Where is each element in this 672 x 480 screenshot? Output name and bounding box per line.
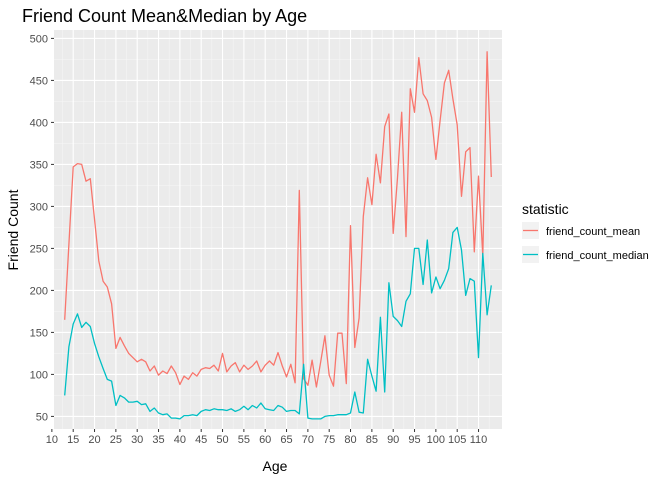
x-tick-label: 50: [216, 434, 228, 446]
x-tick-label: 20: [88, 434, 100, 446]
x-tick-label: 75: [323, 434, 335, 446]
x-tick-label: 25: [110, 434, 122, 446]
x-tick-label: 100: [427, 434, 445, 446]
chart-title: Friend Count Mean&Median by Age: [22, 6, 307, 26]
legend-label-mean: friend_count_mean: [546, 226, 640, 238]
x-tick-label: 55: [238, 434, 250, 446]
series-line-median: [64, 226, 492, 420]
x-axis: 10 15 20 25 30 35 40 45 50 55 60 65 70 75 80 85 90 95 100 1…: [46, 429, 488, 446]
x-tick-label: 65: [280, 434, 292, 446]
y-tick-label: 50: [36, 411, 48, 423]
legend: statistic friend_count_mean friend_count…: [522, 201, 649, 263]
y-tick-label: 300: [30, 201, 48, 213]
y-axis-title: Friend Count: [5, 189, 21, 270]
y-axis: 50 100 150 200 250 300 350 400 450 500: [30, 33, 54, 423]
x-tick-label: 15: [67, 434, 79, 446]
legend-label-median: friend_count_median: [546, 250, 649, 262]
x-tick-label: 70: [302, 434, 314, 446]
y-tick-label: 150: [30, 327, 48, 339]
x-tick-label: 40: [174, 434, 186, 446]
series-lines: [64, 51, 492, 420]
x-tick-label: 30: [131, 434, 143, 446]
x-tick-label: 60: [259, 434, 271, 446]
y-tick-label: 250: [30, 243, 48, 255]
x-tick-label: 95: [408, 434, 420, 446]
x-tick-label: 10: [46, 434, 58, 446]
plot-panel: [54, 30, 502, 429]
x-tick-label: 35: [152, 434, 164, 446]
legend-title: statistic: [522, 201, 569, 217]
y-tick-label: 100: [30, 369, 48, 381]
x-tick-label: 110: [470, 434, 488, 446]
y-tick-label: 350: [30, 159, 48, 171]
x-tick-label: 90: [387, 434, 399, 446]
x-tick-label: 105: [448, 434, 466, 446]
series-line-mean: [64, 51, 492, 388]
x-axis-title: Age: [263, 458, 288, 474]
y-tick-label: 500: [30, 33, 48, 45]
x-tick-label: 45: [195, 434, 207, 446]
x-tick-label: 80: [344, 434, 356, 446]
y-tick-label: 450: [30, 75, 48, 87]
y-tick-label: 400: [30, 117, 48, 129]
x-tick-label: 85: [366, 434, 378, 446]
major-gridlines: [51, 30, 502, 429]
y-tick-label: 200: [30, 285, 48, 297]
